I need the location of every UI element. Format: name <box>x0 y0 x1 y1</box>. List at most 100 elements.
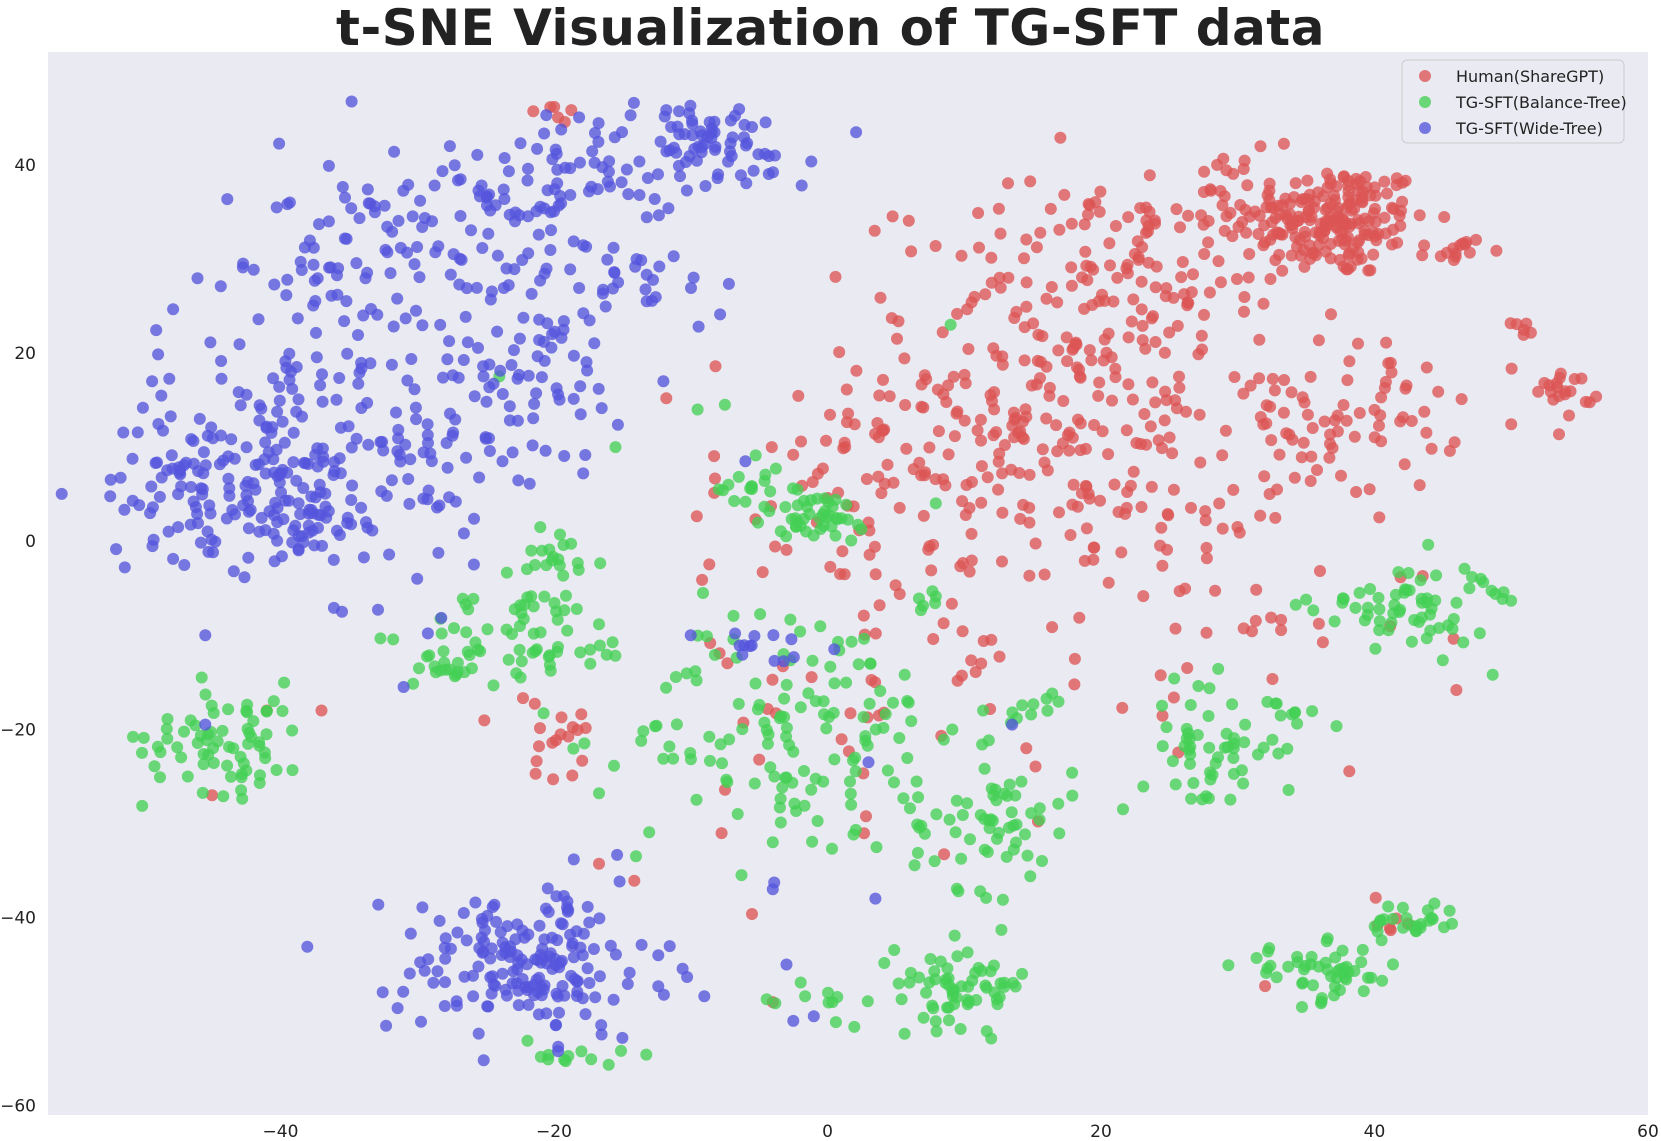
point-balance-tree <box>547 550 560 563</box>
point-wide-tree <box>530 387 543 400</box>
point-wide-tree <box>652 168 664 181</box>
point-wide-tree <box>522 980 535 993</box>
point-balance-tree <box>407 677 420 690</box>
point-human <box>1420 361 1433 374</box>
point-balance-tree <box>387 633 400 646</box>
point-human <box>869 627 882 640</box>
point-wide-tree <box>511 372 524 385</box>
point-human <box>1204 184 1217 197</box>
point-human <box>1053 223 1066 236</box>
point-balance-tree <box>893 732 906 744</box>
point-wide-tree <box>564 263 577 276</box>
point-human <box>478 714 491 727</box>
point-wide-tree <box>541 184 554 197</box>
point-balance-tree <box>739 495 752 508</box>
point-balance-tree <box>930 1025 943 1038</box>
point-balance-tree <box>754 608 767 621</box>
point-balance-tree <box>802 687 815 700</box>
point-balance-tree <box>1238 736 1251 749</box>
point-wide-tree <box>207 546 219 559</box>
point-human <box>1220 210 1233 223</box>
point-human <box>1252 228 1265 240</box>
point-human <box>1029 537 1042 550</box>
point-human <box>1396 176 1409 189</box>
point-wide-tree <box>465 224 477 237</box>
point-balance-tree <box>1005 806 1018 819</box>
point-human <box>925 564 938 577</box>
point-human <box>1345 217 1358 230</box>
point-human <box>1198 165 1211 178</box>
point-human <box>1305 450 1318 463</box>
point-human <box>1013 467 1026 479</box>
point-wide-tree <box>561 895 574 908</box>
point-wide-tree <box>427 976 440 989</box>
point-balance-tree <box>1365 971 1378 984</box>
point-human <box>1063 444 1076 457</box>
point-wide-tree <box>163 372 176 385</box>
point-human <box>1386 238 1398 251</box>
point-human <box>1023 516 1036 529</box>
point-wide-tree <box>199 629 212 642</box>
point-human <box>955 249 968 262</box>
point-balance-tree <box>704 754 716 767</box>
point-human <box>1552 390 1565 403</box>
point-wide-tree <box>502 279 515 292</box>
point-balance-tree <box>1312 960 1325 973</box>
point-wide-tree <box>361 396 374 409</box>
point-wide-tree <box>408 383 421 396</box>
point-wide-tree <box>640 211 653 224</box>
point-wide-tree <box>307 241 320 254</box>
point-balance-tree <box>1281 742 1294 755</box>
point-wide-tree <box>595 1028 608 1041</box>
point-human <box>1030 241 1043 254</box>
point-balance-tree <box>917 1011 930 1024</box>
point-human <box>1154 669 1167 682</box>
point-wide-tree <box>391 1002 404 1015</box>
point-balance-tree <box>240 764 253 777</box>
point-human <box>1380 336 1393 349</box>
point-human <box>1111 271 1124 284</box>
point-balance-tree <box>929 497 942 510</box>
point-wide-tree <box>203 499 216 512</box>
point-human <box>1002 271 1015 284</box>
point-balance-tree <box>720 773 733 786</box>
point-wide-tree <box>350 432 363 445</box>
point-human <box>981 471 994 484</box>
point-balance-tree <box>806 654 819 667</box>
point-human <box>1181 296 1194 309</box>
point-wide-tree <box>589 127 601 139</box>
point-wide-tree <box>454 210 467 222</box>
point-wide-tree <box>448 159 461 172</box>
point-balance-tree <box>820 511 833 524</box>
point-wide-tree <box>467 558 480 571</box>
point-balance-tree <box>887 696 899 709</box>
point-wide-tree <box>514 137 527 150</box>
point-wide-tree <box>733 103 746 116</box>
point-human <box>1173 370 1185 383</box>
point-wide-tree <box>517 311 530 324</box>
point-human <box>915 400 928 413</box>
point-human <box>1198 308 1210 321</box>
point-human <box>1014 512 1027 525</box>
point-human <box>1082 487 1095 500</box>
point-human <box>886 210 899 223</box>
point-balance-tree <box>154 771 166 784</box>
point-human <box>746 908 758 920</box>
point-balance-tree <box>1433 622 1446 634</box>
point-balance-tree <box>822 986 835 999</box>
point-balance-tree <box>820 722 833 735</box>
point-balance-tree <box>514 671 527 684</box>
point-wide-tree <box>271 405 284 418</box>
point-wide-tree <box>391 292 404 305</box>
point-balance-tree <box>1289 706 1301 719</box>
point-human <box>1065 217 1078 230</box>
point-human <box>877 373 889 386</box>
point-balance-tree <box>744 482 757 495</box>
point-wide-tree <box>512 474 525 487</box>
point-balance-tree <box>881 764 894 777</box>
point-human <box>1304 475 1317 487</box>
point-wide-tree <box>734 169 747 182</box>
point-wide-tree <box>206 432 219 445</box>
point-human <box>628 874 641 887</box>
point-human <box>1209 584 1222 597</box>
